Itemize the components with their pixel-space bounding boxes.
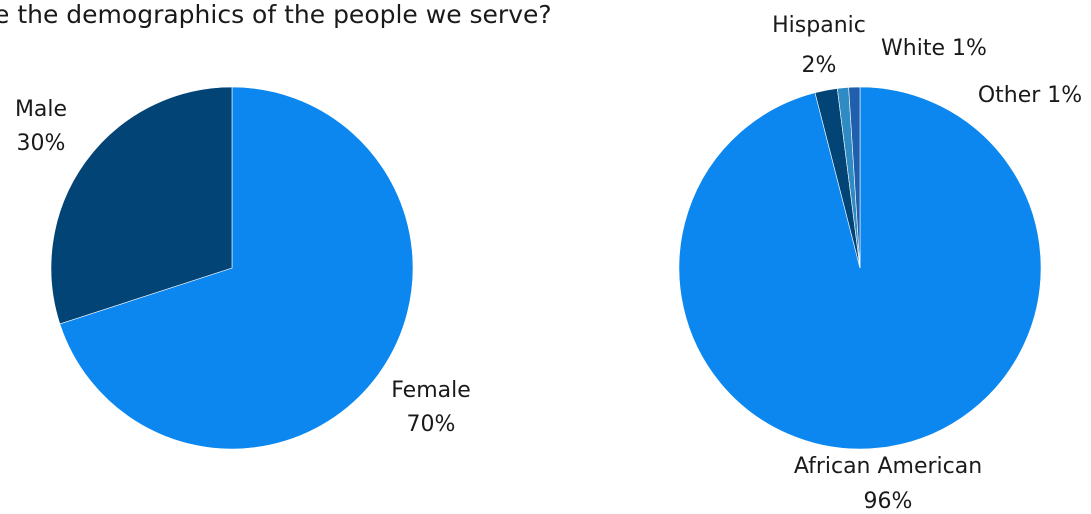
value-label: 1% — [1040, 83, 1082, 108]
slice-label-white: White 1% — [881, 36, 987, 61]
value-label-male: 30% — [17, 131, 66, 156]
value-label-female: 70% — [407, 412, 456, 437]
value-label-african-american: 96% — [864, 489, 913, 514]
gender-pie-chart: Female 70% Male 30% — [15, 86, 471, 450]
value-label: 1% — [945, 36, 987, 61]
category-label: White — [881, 36, 945, 61]
value-label-hispanic: 2% — [802, 53, 837, 78]
category-label-male: Male — [15, 97, 67, 122]
pie-slice-other — [848, 86, 861, 269]
page-title: e the demographics of the people we serv… — [0, 0, 552, 29]
category-label-hispanic: Hispanic — [772, 13, 866, 38]
pie-slice-female — [59, 86, 414, 450]
category-label-female: Female — [391, 378, 471, 403]
pie-slice-male — [50, 86, 233, 325]
category-label: Other — [978, 83, 1041, 108]
slice-label-other: Other 1% — [978, 83, 1082, 108]
category-label-african-american: African American — [794, 454, 982, 479]
